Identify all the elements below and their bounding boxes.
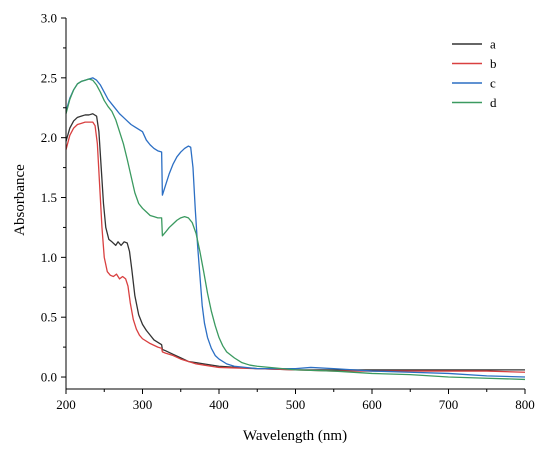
y-tick-label-2.5: 2.5 xyxy=(41,70,57,85)
y-tick-label-2.0: 2.0 xyxy=(41,130,57,145)
legend-label-b: b xyxy=(490,56,497,71)
series-line-d xyxy=(65,78,526,381)
y-tick-label-0.5: 0.5 xyxy=(41,310,57,325)
legend-label-c: c xyxy=(490,76,496,91)
legend-label-a: a xyxy=(490,37,496,52)
x-tick-label-300: 300 xyxy=(133,397,153,412)
x-axis-title: Wavelength (nm) xyxy=(243,428,347,444)
x-tick-label-600: 600 xyxy=(362,397,382,412)
series-line-b xyxy=(65,121,526,373)
x-tick-label-200: 200 xyxy=(56,397,76,412)
y-axis-title: Absorbance xyxy=(12,164,28,236)
x-tick-label-500: 500 xyxy=(286,397,306,412)
legend-label-d: d xyxy=(490,95,497,110)
series-line-a xyxy=(65,113,525,371)
axes-layer: 200 300 400 500 600 700 800 0.0 0.5 1.0 1.5 2.0 2.5 3… xyxy=(41,11,535,413)
y-tick-label-1.5: 1.5 xyxy=(41,190,57,205)
series-line-c xyxy=(65,77,526,378)
y-tick-label-1.0: 1.0 xyxy=(41,250,57,265)
y-tick-label-0.0: 0.0 xyxy=(41,370,57,385)
y-tick-label-3.0: 3.0 xyxy=(41,11,57,26)
x-tick-label-700: 700 xyxy=(439,397,459,412)
x-tick-label-400: 400 xyxy=(209,397,229,412)
series-layer xyxy=(65,77,526,381)
x-tick-label-800: 800 xyxy=(515,397,535,412)
